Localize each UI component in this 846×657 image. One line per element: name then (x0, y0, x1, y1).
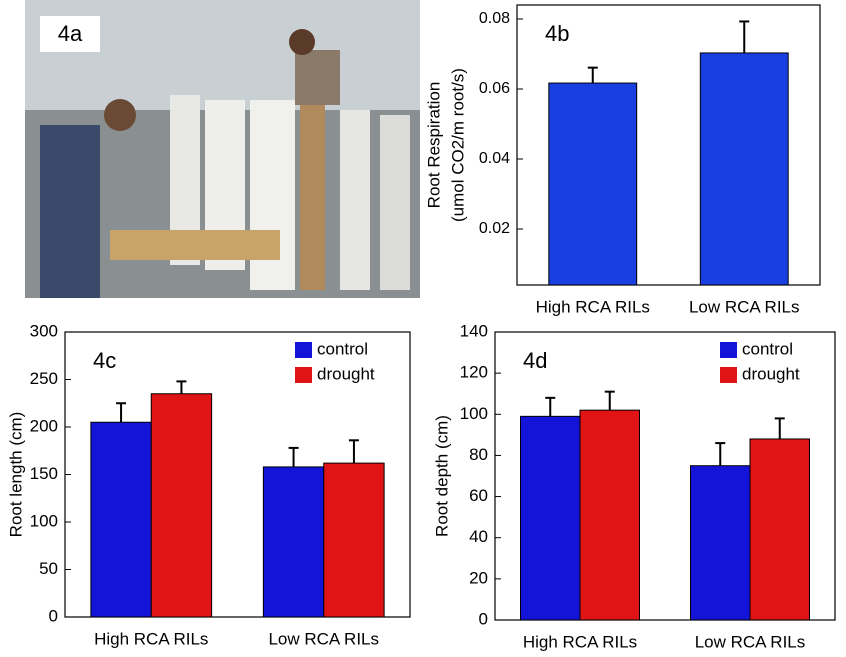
y-tick-label: 120 (460, 363, 488, 382)
plot-frame (494, 331, 836, 621)
plot-frame (516, 4, 821, 286)
error-bar (739, 20, 750, 53)
bar (579, 409, 640, 621)
y-tick-label: 100 (30, 511, 58, 530)
error-bar (545, 396, 556, 417)
photo-column (340, 110, 370, 290)
y-tick-label: 0.08 (479, 10, 510, 27)
y-tick-label: 150 (30, 464, 58, 483)
y-tick-label: 250 (30, 369, 58, 388)
x-tick-label: High RCA RILs (94, 629, 208, 648)
legend-swatch (295, 367, 312, 383)
y-tick-label: 50 (39, 559, 58, 578)
photo-person-head (289, 29, 315, 55)
error-bar (288, 446, 299, 467)
bar (690, 465, 751, 621)
photo-table (110, 230, 280, 260)
x-tick-label: Low RCA RILs (695, 632, 806, 651)
y-tick-label: 80 (469, 445, 488, 464)
x-tick-label: Low RCA RILs (689, 297, 800, 316)
y-tick-label: 20 (469, 568, 488, 587)
x-tick-label: Low RCA RILs (268, 629, 379, 648)
panel-label: 4d (523, 348, 547, 373)
bar (520, 415, 581, 621)
legend-label: control (317, 339, 368, 358)
error-bar (176, 380, 187, 394)
y-axis-label: (umol CO2/m root/s) (448, 68, 467, 222)
y-tick-label: 0 (479, 609, 488, 628)
bar (262, 466, 325, 618)
photo-person-head (104, 99, 136, 131)
y-tick-label: 140 (460, 321, 488, 340)
x-tick-label: High RCA RILs (523, 632, 637, 651)
photo-label: 4a (58, 21, 83, 46)
error-bar (116, 402, 127, 423)
photo-label-box (40, 16, 100, 52)
bar (150, 393, 213, 618)
error-bar (715, 442, 726, 466)
y-tick-label: 40 (469, 527, 488, 546)
photo: 4a (25, 0, 420, 298)
photo-column (250, 100, 295, 290)
legend-swatch (295, 342, 312, 358)
y-tick-label: 200 (30, 416, 58, 435)
legend-swatch (720, 367, 737, 383)
y-tick-label: 300 (30, 321, 58, 340)
panel-label: 4c (93, 348, 116, 373)
bar (90, 421, 152, 618)
error-bar (774, 417, 785, 439)
error-bar (348, 439, 359, 464)
panel-label: 4b (545, 21, 569, 46)
y-axis-label: Root depth (cm) (432, 415, 451, 537)
legend-label: drought (742, 364, 800, 383)
bar (323, 462, 385, 618)
bar (548, 82, 638, 286)
y-tick-label: 100 (460, 404, 488, 423)
photo-person (295, 50, 340, 105)
y-tick-label: 60 (469, 486, 488, 505)
legend-label: drought (317, 364, 375, 383)
legend-swatch (720, 342, 737, 358)
photo-column (380, 115, 410, 290)
legend-label: control (742, 339, 793, 358)
y-axis-label: Root length (cm) (6, 412, 25, 538)
x-tick-label: High RCA RILs (536, 297, 650, 316)
error-bar (587, 66, 598, 84)
y-tick-label: 0.06 (479, 80, 510, 97)
bar (699, 52, 789, 286)
y-tick-label: 0 (49, 606, 58, 625)
y-tick-label: 0.04 (479, 150, 510, 167)
y-tick-label: 0.02 (479, 220, 510, 237)
error-bar (604, 390, 615, 411)
bar (749, 438, 810, 621)
photo-post (300, 105, 325, 290)
y-axis-label: Root Respiration (424, 82, 443, 209)
photo-person (40, 125, 100, 298)
